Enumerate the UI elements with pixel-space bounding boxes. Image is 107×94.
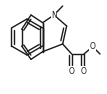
Text: N: N: [51, 11, 57, 19]
Text: O: O: [81, 67, 87, 76]
Text: O: O: [90, 42, 96, 51]
Text: O: O: [69, 67, 75, 76]
